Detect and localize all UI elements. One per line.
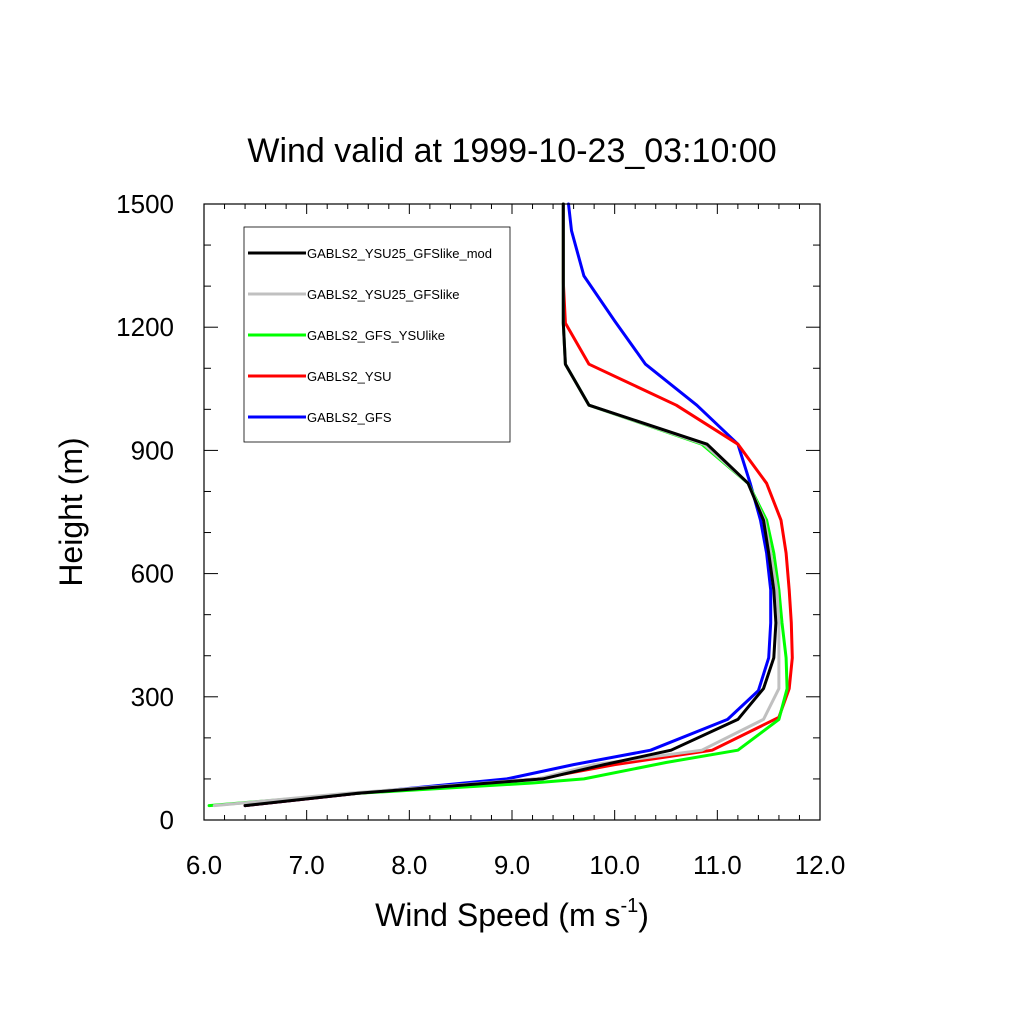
- x-axis-label: Wind Speed (m s-1): [375, 895, 649, 933]
- x-tick-label: 9.0: [494, 850, 530, 880]
- series-line-gabls2-gfs: [243, 202, 773, 808]
- x-axis-label-end: ): [638, 897, 649, 933]
- y-tick-label: 1500: [116, 189, 174, 219]
- x-tick-label: 7.0: [289, 850, 325, 880]
- legend-label-gabls2-ysu: GABLS2_YSU: [307, 369, 392, 384]
- legend-label-gabls2-ysu25-gfslike-mod: GABLS2_YSU25_GFSlike_mod: [307, 246, 492, 261]
- x-tick-label: 11.0: [693, 850, 742, 880]
- x-axis-label-superscript: -1: [620, 895, 638, 917]
- x-tick-label: 6.0: [186, 850, 222, 880]
- x-tick-label: 8.0: [391, 850, 427, 880]
- series-line-gabls2-ysu25-gfslike-mod: [243, 202, 778, 808]
- legend-label-gabls2-gfs-ysulike: GABLS2_GFS_YSUlike: [307, 328, 445, 343]
- y-tick-label: 600: [131, 559, 174, 589]
- y-tick-label: 300: [131, 682, 174, 712]
- y-tick-label: 900: [131, 435, 174, 465]
- x-tick-labels: 6.0 7.0 8.0 9.0 10.0 11.0 12.0: [186, 850, 845, 880]
- chart-title: Wind valid at 1999-10-23_03:10:00: [247, 132, 776, 170]
- x-tick-label: 12.0: [795, 850, 846, 880]
- series-line-gabls2-ysu: [243, 202, 794, 808]
- x-tick-label: 10.0: [589, 850, 640, 880]
- legend: GABLS2_YSU25_GFSlike_mod GABLS2_YSU25_GFS…: [243, 226, 511, 443]
- y-tick-label: 1200: [116, 312, 174, 342]
- y-tick-label: 0: [160, 805, 174, 835]
- y-tick-labels: 0 300 600 900 1200 1500: [116, 189, 174, 835]
- plot-frame: [203, 203, 821, 821]
- legend-label-gabls2-ysu25-gfslike: GABLS2_YSU25_GFSlike: [307, 287, 459, 302]
- legend-label-gabls2-gfs: GABLS2_GFS: [307, 410, 392, 425]
- y-axis-label: Height (m): [53, 437, 89, 586]
- x-axis-label-main: Wind Speed (m s: [375, 897, 620, 933]
- series-lines: [207, 202, 794, 808]
